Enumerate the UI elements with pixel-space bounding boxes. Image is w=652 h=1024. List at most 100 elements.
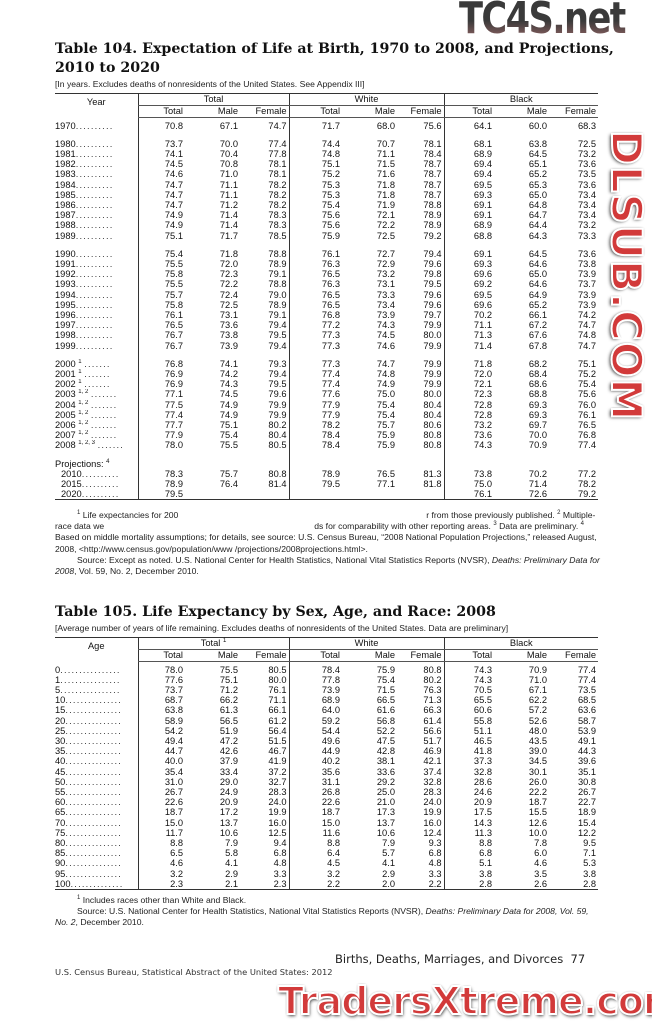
value-cell: 72.3 — [219, 269, 238, 280]
empty-cell — [342, 459, 397, 469]
value-cell: 43.5 — [528, 735, 548, 746]
value-cell: 24.6 — [443, 786, 495, 798]
value-cell: 24.9 — [219, 786, 238, 797]
value-cell: 76.1 — [268, 684, 287, 695]
value-cell: 30.8 — [577, 776, 597, 787]
value-cell: 33.4 — [219, 766, 238, 777]
value-cell: 78.7 — [423, 179, 442, 190]
leader-dots: .......... — [81, 489, 120, 500]
row-label: 30............... — [55, 736, 138, 746]
value-cell: 74.6 — [376, 340, 396, 351]
leader-dots: .......... — [75, 320, 114, 331]
spacer-cell — [288, 117, 343, 121]
value-cell: 4.8 — [273, 858, 287, 869]
value-cell: 10.6 — [219, 827, 238, 838]
stub-header: Age — [87, 641, 105, 651]
value-cell: 39.6 — [577, 756, 597, 767]
table-row: 1992.......... 75.8 72.3 79.1 76.5 73.2 79.8 69… — [55, 269, 598, 280]
value-cell: 74.4 — [288, 138, 343, 149]
row-label-text: 2000 — [55, 358, 76, 369]
value-cell: 75.4 — [376, 674, 395, 685]
value-cell: 73.8 — [577, 258, 597, 269]
leader-dots: .......... — [75, 220, 114, 231]
gap-cell — [240, 451, 289, 459]
leader-dots: .......... — [75, 269, 114, 280]
value-cell: 78.4 — [288, 430, 343, 441]
value-cell: 74.9 — [219, 399, 238, 410]
value-cell: 74.7 — [137, 199, 185, 211]
value-cell: 73.4 — [376, 299, 396, 310]
value-cell: 55.8 — [443, 715, 495, 726]
footnote-1-start: Life expectancies for 200 — [82, 510, 179, 520]
row-label-text: 1991 — [55, 258, 76, 269]
row-label: 35............... — [55, 746, 138, 756]
empty-cell — [288, 458, 343, 469]
value-cell: 75.6 — [288, 210, 343, 221]
gap-cell — [443, 450, 495, 459]
value-cell: 6.8 — [443, 848, 495, 859]
leader-dots: ............... — [65, 735, 123, 746]
leader-dots: .......... — [75, 230, 114, 241]
value-cell: 69.3 — [528, 409, 548, 420]
value-cell: 64.0 — [288, 705, 342, 716]
value-cell: 73.2 — [376, 269, 396, 280]
value-cell: 81.8 — [423, 479, 442, 489]
value-cell: 71.7 — [219, 230, 238, 241]
value-cell: 2.9 — [225, 868, 238, 879]
group-label: Total — [203, 94, 224, 104]
value-cell: 80.2 — [423, 674, 442, 685]
row-label: 2003 1, 2 ....... — [55, 389, 138, 399]
row-label-text: 1988 — [55, 220, 76, 231]
row-label: 80............... — [55, 838, 138, 848]
group-header: Black — [443, 637, 599, 650]
value-cell: 3.8 — [583, 868, 597, 879]
value-cell: 73.8 — [219, 330, 238, 341]
value-cell: 74.2 — [577, 309, 597, 320]
footnote-ref: 1, 2, 3 — [78, 440, 95, 447]
value-cell: 74.7 — [137, 189, 185, 200]
gap-cell — [494, 241, 549, 249]
value-cell: 79.6 — [423, 299, 442, 310]
value-cell: 73.6 — [577, 179, 597, 190]
section-heading: Projections: 4 — [55, 459, 138, 469]
column-header: Total — [137, 105, 185, 118]
table-row: 2020.......... 79.5 76.1 72.6 79.2 — [55, 489, 599, 501]
table-row: 5................ 73.7 71.2 76.1 73.9 71.5 76.… — [55, 684, 598, 696]
source-text: Source: Except as noted. U.S. National C… — [77, 554, 492, 565]
value-cell: 75.7 — [219, 468, 238, 479]
value-cell: 74.8 — [376, 368, 396, 379]
row-label: 1980.......... — [55, 139, 138, 149]
value-cell: 73.1 — [219, 309, 238, 320]
value-cell: 22.6 — [137, 797, 185, 808]
value-cell: 77.3 — [288, 340, 343, 351]
leader-dots: .......... — [81, 479, 120, 489]
row-label: 2002 1 ....... — [55, 379, 138, 389]
value-cell: 64.5 — [528, 248, 548, 259]
table-row: 35............... 44.7 42.6 46.7 44.9 42.8 46.… — [55, 746, 598, 757]
gap-cell — [137, 240, 185, 249]
value-cell: 68.2 — [528, 358, 548, 369]
value-cell: 9.3 — [428, 837, 442, 848]
value-cell: 70.7 — [376, 138, 396, 149]
value-cell: 75.9 — [288, 230, 343, 241]
value-cell: 73.9 — [577, 269, 597, 280]
leader-dots: .......... — [75, 148, 114, 159]
value-cell: 63.6 — [577, 705, 597, 716]
value-cell: 75.8 — [137, 299, 185, 310]
group-header: White — [288, 637, 445, 650]
gap-cell — [288, 130, 343, 139]
value-cell: 77.9 — [137, 430, 185, 441]
value-cell: 17.5 — [443, 807, 495, 818]
value-cell: 37.3 — [443, 756, 495, 767]
value-cell: 14.3 — [443, 817, 495, 828]
value-cell: 65.0 — [528, 189, 548, 200]
value-cell: 75.9 — [376, 440, 396, 451]
value-cell: 69.7 — [528, 419, 548, 430]
value-cell: 75.5 — [137, 258, 185, 270]
row-label: 1992.......... — [55, 269, 138, 279]
group-header-row: Year Total White Black — [55, 93, 599, 107]
value-cell: 4.1 — [382, 858, 395, 869]
table-row: 50............... 31.0 29.0 32.7 31.1 29.2 32.… — [55, 776, 598, 787]
value-cell: 63.8 — [528, 138, 548, 149]
value-cell: 18.7 — [528, 797, 548, 808]
